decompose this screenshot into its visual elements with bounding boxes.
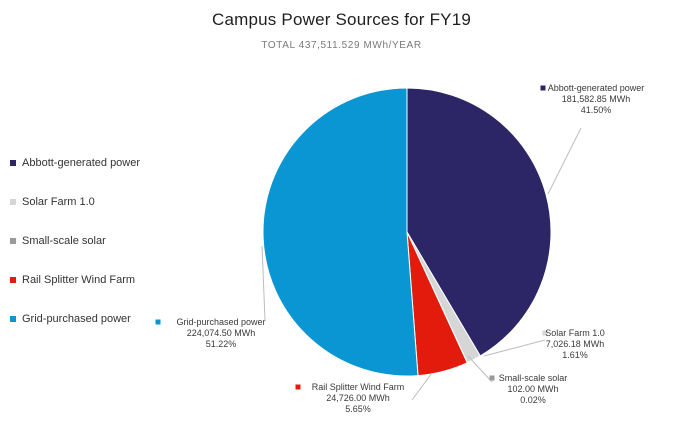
legend-item-rail-splitter-wind-farm: Rail Splitter Wind Farm <box>10 260 140 299</box>
callout-percent-solar-farm-1-0: 1.61% <box>562 350 588 360</box>
legend-swatch-abbott-generated-power <box>10 159 16 166</box>
callout-value-rail-splitter-wind-farm: 24,726.00 MWh <box>326 393 390 403</box>
callout-marker-solar-farm-1-0 <box>542 330 548 336</box>
legend: Abbott-generated power Solar Farm 1.0 Smal… <box>10 143 140 338</box>
leader-line-grid-purchased-power <box>261 245 266 321</box>
chart-subtitle: TOTAL 437,511.529 MWh/YEAR <box>261 40 422 51</box>
callout-marker-small-scale-solar <box>489 375 495 381</box>
leader-line-solar-farm-1-0 <box>483 339 546 357</box>
callout-percent-grid-purchased-power: 51.22% <box>206 339 237 349</box>
callout-marker-rail-splitter-wind-farm <box>295 384 301 390</box>
legend-item-grid-purchased-power: Grid-purchased power <box>10 299 140 338</box>
leader-line-abbott-generated-power <box>547 127 582 195</box>
callout-percent-abbott-generated-power: 41.50% <box>581 105 612 115</box>
callout-value-grid-purchased-power: 224,074.50 MWh <box>187 328 256 338</box>
leader-line-small-scale-solar <box>467 355 493 383</box>
legend-item-abbott-generated-power: Abbott-generated power <box>10 143 140 182</box>
legend-label-grid-purchased-power: Grid-purchased power <box>22 312 131 325</box>
callout-percent-small-scale-solar: 0.02% <box>520 395 546 405</box>
callout-marker-abbott-generated-power <box>540 85 546 91</box>
legend-swatch-solar-farm-1-0 <box>10 198 16 205</box>
callout-percent-rail-splitter-wind-farm: 5.65% <box>345 404 371 414</box>
legend-swatch-small-scale-solar <box>10 237 16 244</box>
callout-name-grid-purchased-power: Grid-purchased power <box>176 317 265 327</box>
callout-name-abbott-generated-power: Abbott-generated power <box>548 83 645 93</box>
callout-value-abbott-generated-power: 181,582.85 MWh <box>562 94 631 104</box>
callout-name-rail-splitter-wind-farm: Rail Splitter Wind Farm <box>312 382 405 392</box>
slice-abbott-generated-power <box>406 87 552 357</box>
legend-label-rail-splitter-wind-farm: Rail Splitter Wind Farm <box>22 273 136 286</box>
callout-name-solar-farm-1-0: Solar Farm 1.0 <box>545 328 605 338</box>
legend-label-abbott-generated-power: Abbott-generated power <box>22 156 141 169</box>
legend-swatch-grid-purchased-power <box>10 315 16 322</box>
slice-grid-purchased-power <box>262 87 419 377</box>
legend-label-solar-farm-1-0: Solar Farm 1.0 <box>22 195 95 208</box>
callout-value-solar-farm-1-0: 7,026.18 MWh <box>546 339 605 349</box>
chart-title: Campus Power Sources for FY19 <box>211 10 471 29</box>
legend-item-solar-farm-1-0: Solar Farm 1.0 <box>10 182 140 221</box>
callout-value-small-scale-solar: 102.00 MWh <box>507 384 558 394</box>
legend-swatch-rail-splitter-wind-farm <box>10 276 16 283</box>
legend-label-small-scale-solar: Small-scale solar <box>22 234 106 247</box>
callout-name-small-scale-solar: Small-scale solar <box>499 373 568 383</box>
leader-line-rail-splitter-wind-farm <box>411 372 433 401</box>
legend-item-small-scale-solar: Small-scale solar <box>10 221 140 260</box>
callout-marker-grid-purchased-power <box>155 319 161 325</box>
